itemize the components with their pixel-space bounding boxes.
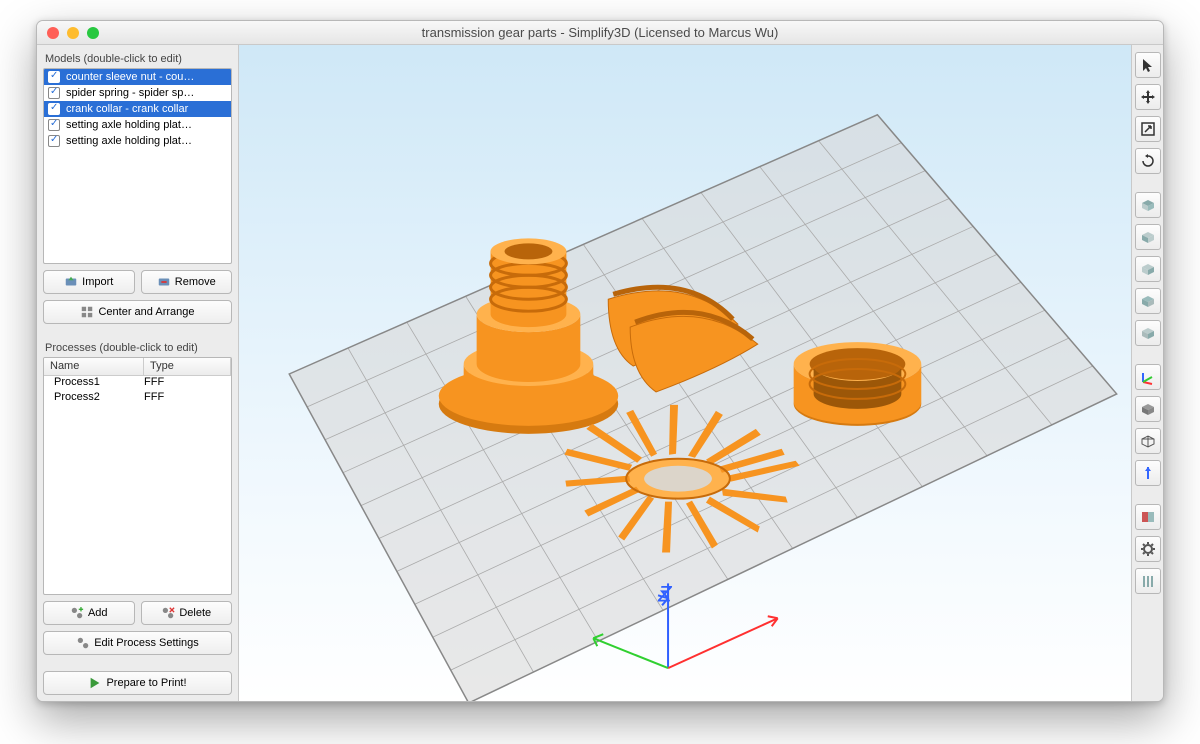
tool-view-side[interactable] (1135, 256, 1161, 282)
app-window: transmission gear parts - Simplify3D (Li… (36, 20, 1164, 702)
svg-text:Z: Z (657, 581, 672, 606)
models-list[interactable]: counter sleeve nut - cou…spider spring -… (43, 68, 232, 264)
gear-icon (76, 636, 90, 650)
tool-view-iso[interactable] (1135, 288, 1161, 314)
tool-view-right[interactable] (1135, 320, 1161, 346)
edit-process-button[interactable]: Edit Process Settings (43, 631, 232, 655)
view-front-icon (1140, 229, 1156, 245)
tool-cursor[interactable] (1135, 52, 1161, 78)
left-sidebar: Models (double-click to edit) counter sl… (37, 45, 239, 701)
model-row[interactable]: crank collar - crank collar (44, 101, 231, 117)
tool-normals[interactable] (1135, 460, 1161, 486)
buildplate-scene: Z (239, 45, 1131, 701)
coord-axes-icon (1140, 369, 1156, 385)
part-crank-collar (794, 342, 922, 426)
add-process-button[interactable]: Add (43, 601, 135, 625)
tool-view-top[interactable] (1135, 192, 1161, 218)
add-icon (70, 606, 84, 620)
tool-wireframe[interactable] (1135, 428, 1161, 454)
checkbox-icon[interactable] (48, 87, 60, 99)
tool-section[interactable] (1135, 504, 1161, 530)
remove-icon (157, 275, 171, 289)
supports-icon (1140, 573, 1156, 589)
process-row[interactable]: Process2FFF (44, 391, 231, 406)
rotate-icon (1140, 153, 1156, 169)
view-side-icon (1140, 261, 1156, 277)
checkbox-icon[interactable] (48, 103, 60, 115)
move-icon (1140, 89, 1156, 105)
process-row[interactable]: Process1FFF (44, 376, 231, 391)
play-icon (88, 676, 102, 690)
model-row[interactable]: setting axle holding plat… (44, 133, 231, 149)
solid-cube-icon (1140, 401, 1156, 417)
remove-button[interactable]: Remove (141, 270, 233, 294)
delete-icon (161, 606, 175, 620)
tool-rotate[interactable] (1135, 148, 1161, 174)
window-title: transmission gear parts - Simplify3D (Li… (37, 25, 1163, 40)
model-row[interactable]: spider spring - spider sp… (44, 85, 231, 101)
models-label: Models (double-click to edit) (43, 49, 232, 68)
import-icon (64, 275, 78, 289)
view-top-icon (1140, 197, 1156, 213)
section-icon (1140, 509, 1156, 525)
tool-coord-axes[interactable] (1135, 364, 1161, 390)
scale-icon (1140, 121, 1156, 137)
arrange-icon (80, 305, 94, 319)
model-row[interactable]: counter sleeve nut - cou… (44, 69, 231, 85)
delete-process-button[interactable]: Delete (141, 601, 233, 625)
processes-header: Name Type (44, 358, 231, 376)
tool-supports[interactable] (1135, 568, 1161, 594)
processes-list[interactable]: Name Type Process1FFFProcess2FFF (43, 357, 232, 595)
titlebar: transmission gear parts - Simplify3D (Li… (37, 21, 1163, 45)
normals-icon (1140, 465, 1156, 481)
tool-move[interactable] (1135, 84, 1161, 110)
tool-settings[interactable] (1135, 536, 1161, 562)
3d-viewport[interactable]: Z (239, 45, 1131, 701)
view-iso-icon (1140, 293, 1156, 309)
right-toolbar (1131, 45, 1163, 701)
tool-scale[interactable] (1135, 116, 1161, 142)
model-row[interactable]: setting axle holding plat… (44, 117, 231, 133)
center-arrange-button[interactable]: Center and Arrange (43, 300, 232, 324)
prepare-print-button[interactable]: Prepare to Print! (43, 671, 232, 695)
checkbox-icon[interactable] (48, 119, 60, 131)
tool-solid-cube[interactable] (1135, 396, 1161, 422)
checkbox-icon[interactable] (48, 71, 60, 83)
wireframe-icon (1140, 433, 1156, 449)
view-right-icon (1140, 325, 1156, 341)
import-button[interactable]: Import (43, 270, 135, 294)
processes-label: Processes (double-click to edit) (43, 338, 232, 357)
checkbox-icon[interactable] (48, 135, 60, 147)
cursor-icon (1140, 57, 1156, 73)
tool-view-front[interactable] (1135, 224, 1161, 250)
settings-icon (1140, 541, 1156, 557)
